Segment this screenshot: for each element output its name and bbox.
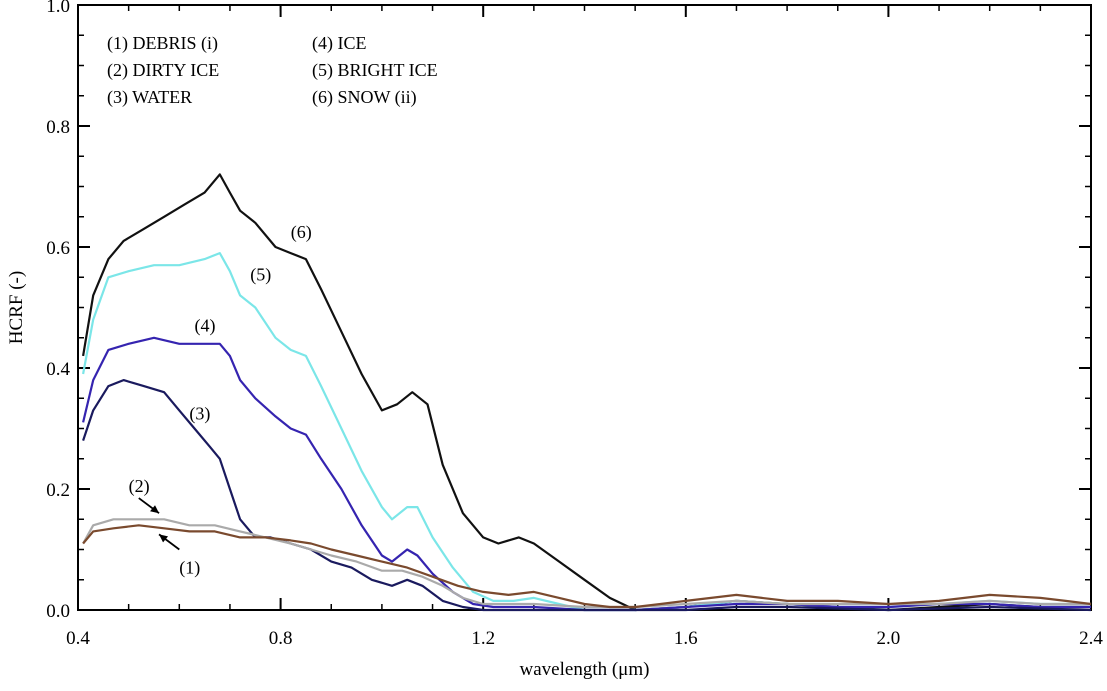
series-line-1 [82, 173, 1091, 612]
curve-labels: (6) (5) (4) (3) (2) (1) [129, 222, 312, 579]
legend-entry: (2) DIRTY ICE [107, 60, 219, 81]
x-tick-label: 0.4 [66, 628, 90, 649]
curve-label: (4) [194, 316, 215, 337]
curve-label: (2) [129, 476, 150, 497]
arrow-head [159, 534, 169, 543]
tick-labels: 0.4 0.8 1.2 1.6 2.0 2.4 0.0 0.2 0.4 0.6 0.8 1.0 [46, 0, 1103, 649]
x-tick-label: 2.4 [1079, 628, 1103, 649]
series-lines [82, 173, 1092, 612]
axis-ticks [77, 4, 1092, 611]
curve-label: (3) [189, 403, 210, 424]
legend-entry: (3) WATER [107, 87, 192, 108]
y-tick-label: 0.4 [46, 359, 70, 380]
y-tick-label: 0.8 [46, 117, 70, 138]
series-line-2 [82, 252, 1091, 612]
y-tick-label: 0.0 [46, 601, 70, 622]
series-line-4 [82, 379, 1092, 612]
legend-entry: (1) DEBRIS (i) [107, 33, 218, 54]
x-tick-label: 1.6 [674, 628, 698, 649]
y-tick-label: 0.6 [46, 238, 70, 259]
series-line-3 [82, 336, 1091, 612]
y-axis-title: HCRF (-) [6, 271, 27, 344]
curve-label: (6) [291, 222, 312, 243]
y-tick-label: 1.0 [46, 0, 70, 17]
y-tick-label: 0.2 [46, 480, 70, 501]
plot-frame [77, 4, 1092, 611]
x-tick-label: 0.8 [269, 628, 293, 649]
legend-entry: (4) ICE [312, 33, 366, 54]
x-axis-title: wavelength (μm) [520, 659, 650, 680]
curve-label: (1) [179, 558, 200, 579]
series-line-6 [82, 524, 1092, 609]
x-tick-label: 2.0 [877, 628, 901, 649]
legend-entry: (6) SNOW (ii) [312, 87, 417, 108]
curve-label: (5) [250, 264, 271, 285]
arrow-head [150, 505, 160, 514]
legend-entry: (5) BRIGHT ICE [312, 60, 438, 81]
x-tick-label: 1.2 [471, 628, 495, 649]
legend: (1) DEBRIS (i) (2) DIRTY ICE (3) WATER (4) … [107, 33, 438, 108]
series-line-5 [82, 518, 1091, 609]
